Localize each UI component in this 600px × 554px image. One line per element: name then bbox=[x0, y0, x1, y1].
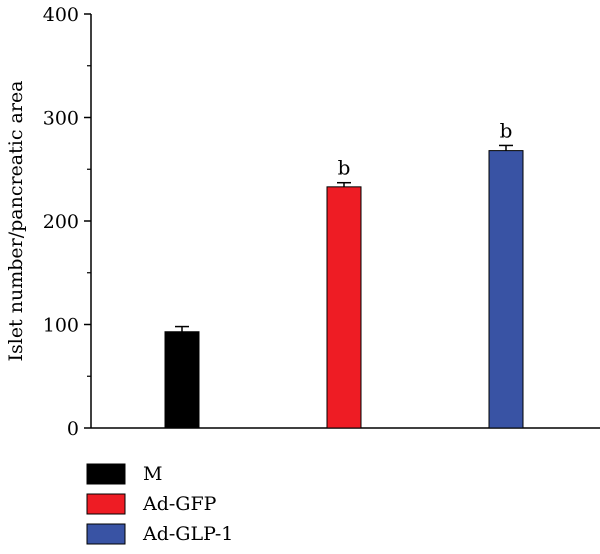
significance-label: b bbox=[338, 156, 351, 180]
significance-label: b bbox=[500, 118, 513, 142]
bar bbox=[326, 186, 362, 429]
bars: bb bbox=[164, 118, 524, 429]
legend-label: M bbox=[143, 463, 162, 485]
y-axis-title: Islet number/pancreatic area bbox=[5, 80, 27, 361]
y-tick-label: 400 bbox=[43, 4, 79, 26]
legend-label: Ad-GLP-1 bbox=[142, 523, 233, 545]
bar bbox=[164, 331, 200, 429]
legend-swatch bbox=[86, 493, 126, 515]
y-tick-label: 0 bbox=[67, 418, 79, 440]
legend-swatch bbox=[86, 523, 126, 545]
y-tick-label: 200 bbox=[43, 211, 79, 233]
legend-swatch bbox=[86, 463, 126, 485]
bar bbox=[488, 150, 524, 429]
y-tick-label: 300 bbox=[43, 108, 79, 130]
legend-label: Ad-GFP bbox=[142, 493, 217, 515]
legend: M Ad-GFP Ad-GLP-1 bbox=[86, 463, 233, 545]
y-tick-label: 100 bbox=[43, 315, 79, 337]
